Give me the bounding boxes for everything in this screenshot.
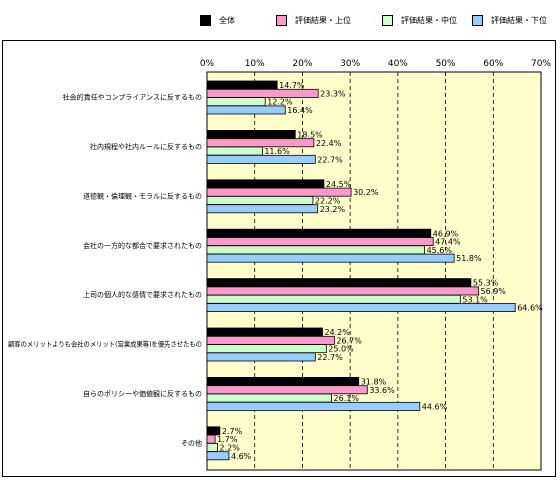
- bar: [206, 228, 432, 238]
- x-tick-label: 10%: [245, 59, 265, 69]
- bar: [206, 426, 221, 436]
- data-label: 23.2%: [320, 205, 346, 214]
- bar: [206, 204, 319, 214]
- category-label: 顧客のメリットよりも会社のメリット(営業成果等)を優先させたもの: [8, 340, 202, 349]
- data-label: 31.8%: [361, 378, 387, 387]
- bar: [206, 294, 461, 304]
- bar: [206, 352, 316, 362]
- bar: [206, 401, 421, 411]
- legend-swatch-lower: [472, 14, 483, 26]
- bar: [206, 237, 434, 247]
- bar: [206, 179, 325, 189]
- legend-label-middle: 評価結果・中位: [401, 15, 457, 25]
- category-label: 上司の個人的な感情で要求されたもの: [83, 290, 202, 299]
- data-label: 55.3%: [473, 279, 499, 288]
- x-tick-label: 40%: [388, 59, 408, 69]
- data-label: 24.5%: [326, 180, 352, 189]
- bar: [206, 344, 327, 354]
- bar: [206, 129, 296, 139]
- data-label: 18.5%: [297, 131, 323, 140]
- bar: [206, 451, 230, 461]
- legend-label-all: 全体: [219, 15, 235, 25]
- legend-item-upper: 評価結果・上位: [276, 14, 351, 26]
- data-label: 26.7%: [336, 336, 362, 345]
- legend-label-upper: 評価結果・上位: [295, 15, 351, 25]
- data-label: 11.6%: [264, 147, 290, 156]
- x-tick-label: 70%: [531, 59, 551, 69]
- chart-frame: [2, 40, 556, 477]
- bar: [206, 442, 218, 452]
- bar: [206, 434, 216, 444]
- data-label: 22.7%: [317, 155, 343, 164]
- bar: [206, 303, 516, 313]
- bar: [206, 245, 425, 255]
- data-label: 53.1%: [462, 295, 488, 304]
- data-label: 12.2%: [267, 98, 293, 107]
- data-label: 64.6%: [517, 304, 543, 313]
- legend-label-lower: 評価結果・下位: [491, 15, 547, 25]
- bar: [206, 105, 286, 115]
- bar: [206, 278, 472, 288]
- data-label: 24.2%: [324, 328, 350, 337]
- data-label: 56.9%: [480, 287, 506, 296]
- x-tick-label: 20%: [292, 59, 312, 69]
- data-label: 2.2%: [219, 444, 240, 453]
- bar: [206, 327, 323, 337]
- data-label: 14.7%: [279, 81, 305, 90]
- legend-item-lower: 評価結果・下位: [472, 14, 547, 26]
- data-label: 23.3%: [320, 89, 346, 98]
- bar: [206, 146, 263, 156]
- bar: [206, 385, 368, 395]
- plot-border: [206, 71, 542, 471]
- bar: [206, 80, 278, 90]
- bar: [206, 335, 335, 345]
- bar: [206, 376, 360, 386]
- bar: [206, 97, 266, 107]
- data-label: 16.4%: [287, 106, 313, 115]
- category-label: 社内規程や社内ルールに反するもの: [90, 142, 202, 151]
- category-label: その他: [181, 438, 202, 447]
- category-label: 会社の一方的な都合で要求されたもの: [83, 241, 202, 250]
- x-tick-label: 0%: [200, 59, 215, 69]
- legend-swatch-all: [200, 14, 211, 26]
- data-label: 22.2%: [315, 197, 341, 206]
- bar: [206, 393, 332, 403]
- bar: [206, 253, 455, 263]
- data-label: 25.0%: [328, 345, 354, 354]
- legend-swatch-upper: [276, 14, 287, 26]
- data-label: 47.4%: [435, 238, 461, 247]
- legend-swatch-middle: [382, 14, 393, 26]
- data-label: 4.6%: [231, 452, 252, 461]
- x-tick-label: 50%: [436, 59, 456, 69]
- data-label: 26.1%: [334, 394, 360, 403]
- x-tick-label: 30%: [340, 59, 360, 69]
- data-label: 30.2%: [353, 188, 379, 197]
- bar: [206, 138, 315, 148]
- data-label: 33.6%: [369, 386, 395, 395]
- bar: [206, 187, 352, 197]
- legend: 全体 評価結果・上位 評価結果・中位 評価結果・下位: [0, 14, 560, 28]
- data-label: 1.7%: [217, 435, 238, 444]
- legend-item-all: 全体: [200, 14, 235, 26]
- data-label: 45.6%: [427, 246, 453, 255]
- bar: [206, 88, 319, 98]
- bar: [206, 154, 316, 164]
- category-label: 自らのポリシーや価値観に反するもの: [83, 389, 202, 398]
- data-label: 22.7%: [317, 353, 343, 362]
- data-label: 51.8%: [456, 254, 482, 263]
- x-tick-label: 60%: [483, 59, 503, 69]
- data-label: 44.6%: [422, 402, 448, 411]
- data-label: 46.9%: [433, 229, 459, 238]
- bar: [206, 286, 479, 296]
- data-label: 22.4%: [316, 139, 342, 148]
- data-label: 2.7%: [222, 427, 243, 436]
- legend-item-middle: 評価結果・中位: [382, 14, 457, 26]
- category-label: 道徳観・倫理観・モラルに反するもの: [83, 191, 202, 200]
- bar: [206, 195, 314, 205]
- category-label: 社会的責任やコンプライアンスに反するもの: [63, 93, 202, 102]
